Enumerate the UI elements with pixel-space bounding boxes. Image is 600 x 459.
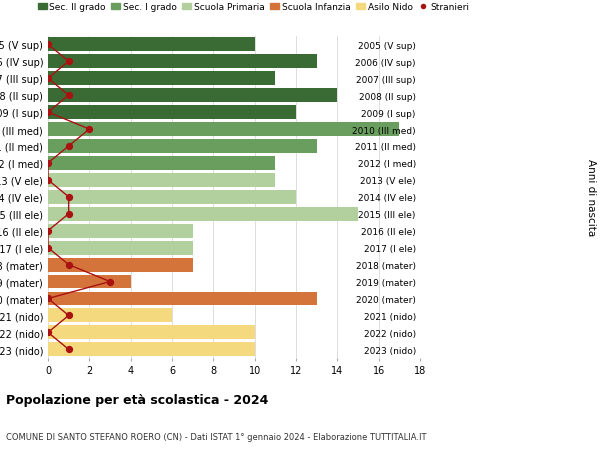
Bar: [48, 207, 358, 221]
Text: Popolazione per età scolastica - 2024: Popolazione per età scolastica - 2024: [6, 393, 268, 406]
Bar: [48, 190, 296, 204]
Point: [43, 75, 53, 83]
Point: [105, 278, 115, 285]
Point: [43, 160, 53, 167]
Legend: Sec. II grado, Sec. I grado, Scuola Primaria, Scuola Infanzia, Asilo Nido, Stran: Sec. II grado, Sec. I grado, Scuola Prim…: [34, 0, 473, 16]
Point: [43, 41, 53, 49]
Point: [64, 346, 73, 353]
Point: [43, 109, 53, 117]
Bar: [48, 224, 193, 238]
Point: [64, 261, 73, 269]
Bar: [48, 241, 193, 255]
Bar: [48, 258, 193, 272]
Text: Anni di nascita: Anni di nascita: [586, 159, 596, 236]
Bar: [48, 106, 296, 120]
Point: [64, 194, 73, 201]
Bar: [48, 292, 317, 306]
Bar: [48, 174, 275, 187]
Bar: [48, 275, 131, 289]
Bar: [48, 89, 337, 103]
Point: [43, 228, 53, 235]
Text: COMUNE DI SANTO STEFANO ROERO (CN) - Dati ISTAT 1° gennaio 2024 - Elaborazione T: COMUNE DI SANTO STEFANO ROERO (CN) - Dat…: [6, 431, 427, 441]
Point: [64, 143, 73, 150]
Bar: [48, 72, 275, 86]
Point: [85, 126, 94, 134]
Point: [64, 58, 73, 66]
Point: [43, 329, 53, 336]
Point: [64, 211, 73, 218]
Bar: [48, 55, 317, 69]
Point: [64, 92, 73, 100]
Bar: [48, 157, 275, 170]
Point: [43, 177, 53, 184]
Bar: [48, 309, 172, 323]
Point: [43, 245, 53, 252]
Bar: [48, 123, 400, 137]
Bar: [48, 326, 254, 340]
Bar: [48, 38, 254, 52]
Bar: [48, 140, 317, 154]
Point: [43, 295, 53, 302]
Point: [64, 312, 73, 319]
Bar: [48, 342, 254, 357]
